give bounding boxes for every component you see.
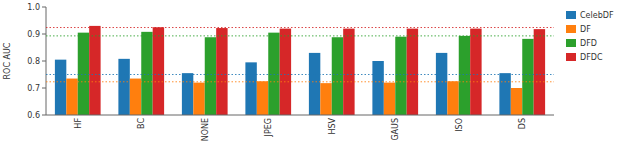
y-axis-label: ROC AUC — [3, 42, 12, 79]
bar — [66, 79, 77, 115]
chart: 0.6 0.7 0.8 0.9 1.0 ROC AUC HF BC NONE JPEG HSV GAU… — [0, 0, 640, 149]
reference-line — [46, 27, 554, 28]
reference-line — [46, 74, 554, 75]
legend-swatch — [566, 53, 576, 61]
bar — [511, 88, 522, 115]
bar — [407, 29, 418, 115]
x-tick-label: ISO — [455, 118, 464, 132]
reference-line — [46, 81, 554, 82]
chart-container: 0.6 0.7 0.8 0.9 1.0 ROC AUC HF BC NONE JPEG HSV GAU… — [0, 0, 640, 149]
x-tick-label: JPEG — [264, 118, 273, 137]
bar — [320, 83, 331, 115]
bar — [280, 29, 291, 115]
legend: CelebDF DF DFD DFDC — [566, 11, 614, 62]
y-axis-line — [46, 7, 47, 115]
legend-swatch — [566, 11, 576, 19]
y-tick — [42, 88, 46, 89]
bar — [130, 79, 141, 115]
bar — [309, 53, 320, 115]
bar — [141, 32, 152, 115]
x-tick-label: GAUS — [391, 118, 400, 141]
legend-label: DF — [580, 25, 591, 34]
bar — [447, 81, 458, 115]
bar — [55, 60, 66, 115]
bar — [153, 27, 164, 115]
x-tick-label: BC — [137, 118, 146, 129]
bar — [332, 37, 343, 115]
x-axis: HF BC NONE JPEG HSV GAUS ISO DS — [46, 115, 554, 141]
bar — [268, 33, 279, 115]
x-axis-line — [46, 115, 554, 116]
legend-label: CelebDF — [580, 11, 614, 20]
bar — [78, 33, 89, 115]
y-tick — [42, 34, 46, 35]
bar — [522, 39, 533, 115]
bar — [395, 37, 406, 115]
bar — [182, 73, 193, 115]
y-tick-label: 0.6 — [27, 111, 40, 120]
bar — [459, 36, 470, 115]
x-tick-label: NONE — [201, 118, 210, 141]
x-tick-label: HSV — [328, 117, 337, 134]
y-tick-label: 1.0 — [27, 3, 40, 12]
bar — [534, 29, 545, 115]
x-tick-label: HF — [74, 118, 83, 129]
plot-area — [46, 26, 554, 115]
bar — [384, 83, 395, 115]
bar — [193, 83, 204, 115]
legend-label: DFD — [580, 39, 597, 48]
bar — [245, 62, 256, 115]
bar — [499, 73, 510, 115]
y-tick-label: 0.7 — [27, 84, 40, 93]
y-tick — [42, 61, 46, 62]
y-axis: 0.6 0.7 0.8 0.9 1.0 — [27, 3, 46, 120]
x-tick-label: DS — [518, 118, 527, 129]
bar — [343, 29, 354, 115]
reference-line — [46, 35, 554, 36]
bar — [216, 28, 227, 115]
bar — [257, 81, 268, 115]
y-tick-label: 0.9 — [27, 30, 40, 39]
legend-swatch — [566, 39, 576, 47]
bar — [470, 29, 481, 115]
bar — [372, 61, 383, 115]
bar — [205, 37, 216, 115]
y-tick — [42, 115, 46, 116]
y-tick-label: 0.8 — [27, 57, 40, 66]
y-tick — [42, 7, 46, 8]
legend-swatch — [566, 25, 576, 33]
bar — [118, 59, 129, 115]
legend-label: DFDC — [580, 53, 603, 62]
bar — [89, 26, 100, 115]
bar — [436, 53, 447, 115]
